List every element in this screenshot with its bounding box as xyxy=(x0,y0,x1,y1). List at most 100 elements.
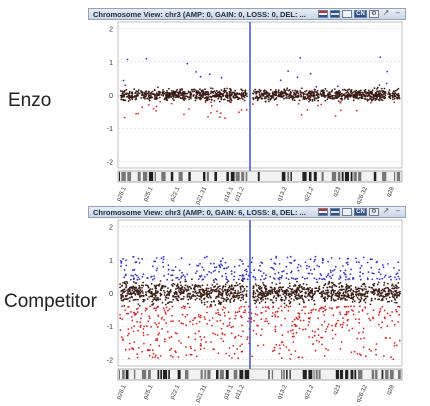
ideogram-band xyxy=(241,172,245,181)
data-point xyxy=(147,285,150,288)
loss-point xyxy=(148,317,151,320)
gain-point xyxy=(221,275,224,278)
cnv-icon[interactable]: CN xyxy=(354,10,367,18)
ideogram-band xyxy=(154,172,156,181)
data-point xyxy=(184,284,187,287)
data-point xyxy=(201,295,203,298)
loss-point xyxy=(294,325,297,328)
ideogram-band xyxy=(233,370,238,379)
loss-point xyxy=(228,321,231,324)
settings-icon[interactable]: ⚙ xyxy=(369,10,379,18)
gain-point xyxy=(225,267,228,270)
gain-point xyxy=(296,266,299,269)
data-point xyxy=(344,89,347,92)
data-point xyxy=(202,89,204,91)
grid-icon[interactable] xyxy=(330,10,340,18)
data-point xyxy=(196,297,198,300)
minimize-icon[interactable]: – xyxy=(395,8,401,17)
loss-point xyxy=(341,323,344,326)
data-point xyxy=(166,290,169,292)
data-point xyxy=(305,283,308,286)
data-point xyxy=(238,296,241,299)
data-point xyxy=(307,97,310,99)
gain-point xyxy=(384,274,387,277)
data-point xyxy=(168,292,171,294)
data-point xyxy=(330,90,333,93)
loss-point xyxy=(368,317,371,320)
pin-icon[interactable]: ↗ xyxy=(382,8,390,17)
data-point xyxy=(284,92,286,95)
data-point xyxy=(175,90,178,92)
data-point xyxy=(252,290,255,292)
ideogram-band xyxy=(350,172,353,181)
cnv-icon[interactable]: CN xyxy=(354,208,367,216)
data-point xyxy=(178,296,180,299)
gain-point xyxy=(387,263,389,265)
data-point xyxy=(202,294,205,296)
data-point xyxy=(371,91,374,94)
data-point xyxy=(239,97,241,100)
data-point xyxy=(230,89,232,92)
loss-point xyxy=(244,309,247,311)
loss-point xyxy=(323,354,326,357)
data-point xyxy=(159,293,162,296)
flag-icon[interactable] xyxy=(318,10,328,18)
loss-point xyxy=(224,307,227,309)
data-point xyxy=(314,97,316,100)
gain-point xyxy=(215,266,218,269)
data-point xyxy=(360,297,363,300)
data-point xyxy=(347,89,349,91)
data-point xyxy=(177,295,179,298)
data-point xyxy=(215,290,218,293)
loss-point xyxy=(163,309,166,312)
gain-point xyxy=(311,272,313,275)
data-point xyxy=(340,294,343,297)
panel-titlebar[interactable]: Chromosome View: chr3 (AMP: 0, GAIN: 0, … xyxy=(88,8,406,20)
loss-point xyxy=(289,305,292,308)
data-point xyxy=(122,99,125,102)
data-point xyxy=(156,96,158,98)
data-point xyxy=(318,94,320,96)
settings-icon[interactable]: ⚙ xyxy=(369,208,379,216)
chart-icon[interactable] xyxy=(342,10,352,18)
minimize-icon[interactable]: – xyxy=(395,206,401,215)
data-point xyxy=(349,289,352,292)
grid-icon[interactable] xyxy=(330,208,340,216)
data-point xyxy=(233,93,236,95)
flag-icon[interactable] xyxy=(318,208,328,216)
data-point xyxy=(367,89,370,92)
loss-point xyxy=(323,320,326,323)
data-point xyxy=(206,292,208,295)
data-point xyxy=(361,97,364,99)
gain-point xyxy=(371,258,373,261)
ideogram-band xyxy=(313,172,317,181)
data-point xyxy=(230,285,233,288)
data-point xyxy=(366,290,369,293)
loss-point xyxy=(280,305,283,308)
data-point xyxy=(252,293,255,296)
panel-titlebar[interactable]: Chromosome View: chr3 (AMP: 0, GAIN: 6, … xyxy=(88,206,406,218)
data-point xyxy=(396,295,398,298)
gain-point xyxy=(333,268,336,271)
gain-point xyxy=(332,270,334,272)
gain-point xyxy=(180,277,182,279)
data-point xyxy=(264,92,266,95)
data-point xyxy=(285,292,288,295)
data-point xyxy=(336,97,339,100)
loss-point xyxy=(265,317,267,320)
data-point xyxy=(252,92,255,95)
loss-point xyxy=(143,325,145,328)
data-point xyxy=(183,91,186,93)
data-point xyxy=(395,284,397,287)
chart-icon[interactable] xyxy=(342,208,352,216)
gain-point xyxy=(259,270,262,273)
gain-point xyxy=(344,269,347,272)
loss-point xyxy=(121,318,124,320)
loss-point xyxy=(228,354,231,357)
gain-point xyxy=(314,258,316,261)
loss-point xyxy=(157,357,159,359)
data-point xyxy=(364,292,367,294)
loss-point xyxy=(135,312,138,315)
pin-icon[interactable]: ↗ xyxy=(382,206,390,215)
